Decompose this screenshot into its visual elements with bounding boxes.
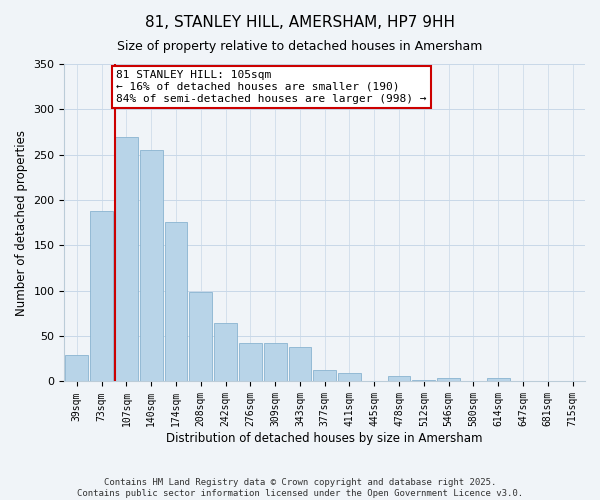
- Bar: [190, 292, 212, 382]
- Bar: [140, 150, 163, 382]
- Bar: [90, 211, 113, 382]
- Bar: [264, 344, 287, 382]
- Text: 81 STANLEY HILL: 105sqm
← 16% of detached houses are smaller (190)
84% of semi-d: 81 STANLEY HILL: 105sqm ← 16% of detache…: [116, 70, 427, 104]
- Text: Size of property relative to detached houses in Amersham: Size of property relative to detached ho…: [118, 40, 482, 53]
- Bar: [164, 222, 187, 382]
- X-axis label: Distribution of detached houses by size in Amersham: Distribution of detached houses by size …: [166, 432, 483, 445]
- Text: 81, STANLEY HILL, AMERSHAM, HP7 9HH: 81, STANLEY HILL, AMERSHAM, HP7 9HH: [145, 15, 455, 30]
- Bar: [214, 322, 237, 382]
- Bar: [487, 378, 509, 382]
- Text: Contains HM Land Registry data © Crown copyright and database right 2025.
Contai: Contains HM Land Registry data © Crown c…: [77, 478, 523, 498]
- Bar: [437, 378, 460, 382]
- Bar: [65, 355, 88, 382]
- Bar: [412, 380, 435, 382]
- Bar: [313, 370, 336, 382]
- Y-axis label: Number of detached properties: Number of detached properties: [15, 130, 28, 316]
- Bar: [388, 376, 410, 382]
- Bar: [338, 374, 361, 382]
- Bar: [115, 138, 138, 382]
- Bar: [289, 347, 311, 382]
- Bar: [512, 380, 535, 382]
- Bar: [239, 344, 262, 382]
